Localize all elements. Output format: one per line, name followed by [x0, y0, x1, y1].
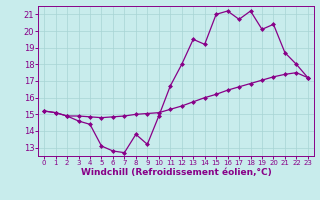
X-axis label: Windchill (Refroidissement éolien,°C): Windchill (Refroidissement éolien,°C): [81, 168, 271, 177]
